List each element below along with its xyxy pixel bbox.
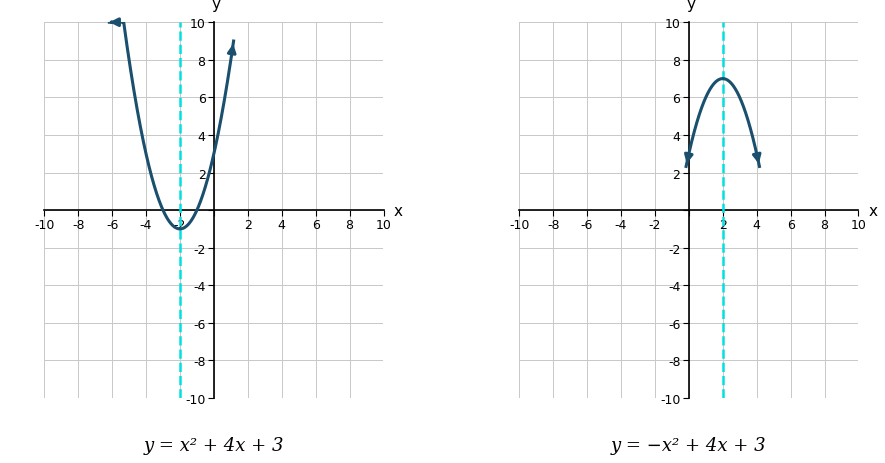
Text: x: x — [394, 203, 403, 218]
Text: y = −x² + 4x + 3: y = −x² + 4x + 3 — [611, 436, 766, 454]
Text: y = x² + 4x + 3: y = x² + 4x + 3 — [143, 436, 284, 454]
Text: y: y — [687, 0, 696, 12]
Text: x: x — [869, 203, 878, 218]
Text: y: y — [212, 0, 221, 12]
